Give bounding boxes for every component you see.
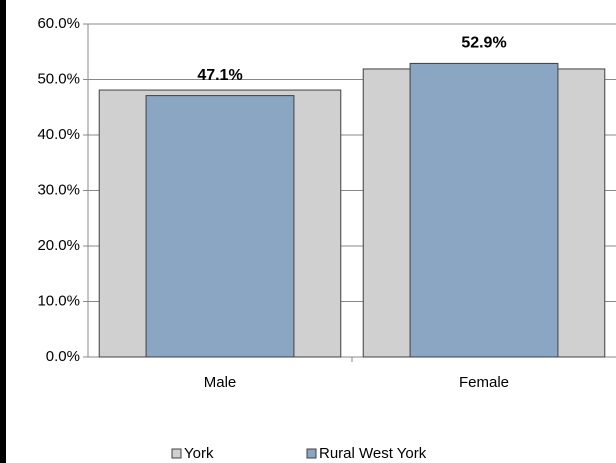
frame-edge <box>0 0 6 463</box>
legend-label: Rural West York <box>319 445 427 462</box>
legend-label: York <box>184 445 214 462</box>
legend-swatch <box>306 448 317 459</box>
y-tick-label: 20.0% <box>37 237 80 254</box>
value-label: 52.9% <box>461 35 506 52</box>
legend-swatch <box>171 448 182 459</box>
y-tick-label: 10.0% <box>37 292 80 309</box>
bar <box>409 62 559 358</box>
value-label: 47.1% <box>197 67 242 84</box>
x-tick-label: Female <box>459 374 509 391</box>
y-tick-label: 50.0% <box>37 70 80 87</box>
y-tick-label: 0.0% <box>46 348 80 365</box>
y-tick-label: 60.0% <box>37 15 80 32</box>
y-tick-label: 40.0% <box>37 126 80 143</box>
y-tick-label: 30.0% <box>37 181 80 198</box>
x-tick-label: Male <box>204 374 237 391</box>
bar <box>145 95 295 358</box>
